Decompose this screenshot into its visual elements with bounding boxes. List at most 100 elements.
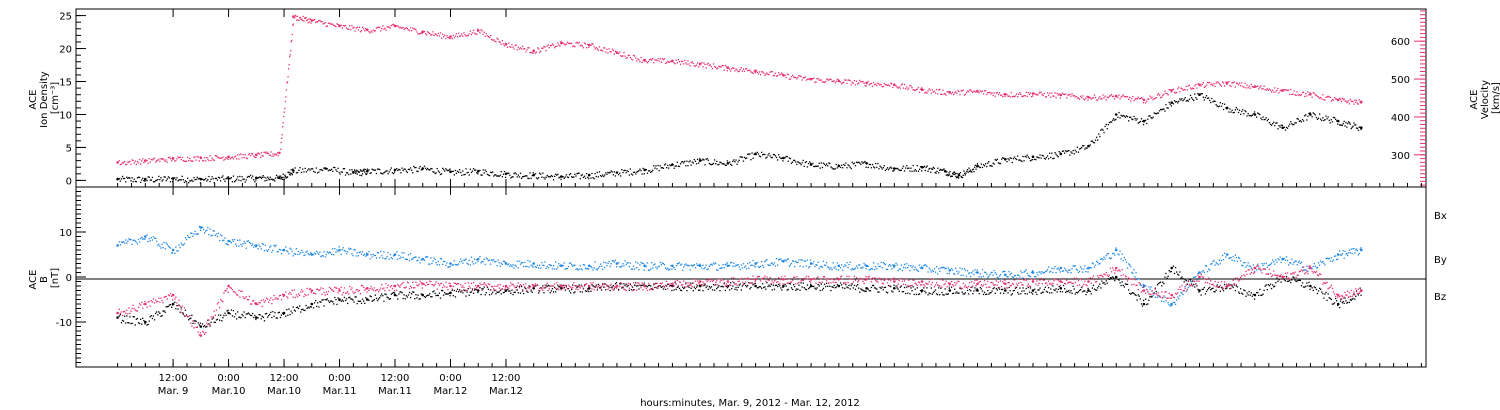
bx-sample [434,292,436,294]
by-sample [627,262,629,264]
by-sample [798,259,800,261]
by-sample [806,259,809,261]
velocity-sample [1241,82,1243,84]
density-sample [765,157,767,159]
velocity-sample [308,18,310,20]
density-sample [360,170,362,172]
by-sample [1208,268,1210,270]
bx-sample [460,291,462,293]
bx-sample [817,283,819,286]
velocity-sample [688,63,690,65]
density-sample [196,176,198,178]
by-sample [140,237,142,240]
density-sample [512,176,514,178]
by-sample [1050,270,1052,272]
bx-sample [1008,286,1010,289]
density-sample [332,170,334,172]
by-sample [1267,264,1269,267]
density-point [809,163,813,166]
density-sample [908,167,910,169]
density-sample [453,174,455,176]
density-sample [826,163,828,165]
bx-sample [614,283,617,285]
velocity-sample [1034,92,1036,95]
bx-sample [143,320,145,322]
density-sample [574,173,576,175]
velocity-sample [119,163,121,166]
bx-sample [743,282,746,285]
by-sample [907,267,909,269]
bx-sample [135,318,137,320]
bx-sample [267,316,269,318]
density-sample [455,172,458,174]
density-sample [844,164,846,167]
bx-sample [472,292,475,294]
density-sample [1243,113,1245,115]
density-sample [280,178,282,180]
by-sample [1013,275,1016,277]
density-sample [690,164,692,166]
velocity-sample [1204,85,1207,88]
bx-sample [723,283,725,285]
density-sample [435,172,437,174]
velocity-sample [693,65,695,67]
bx-sample [539,290,541,292]
density-sample [493,175,495,177]
by-sample [558,263,560,265]
density-sample [539,172,541,174]
by-sample [227,244,229,246]
density-sample [738,159,740,161]
bx-sample [361,298,364,300]
bx-sample [919,290,922,292]
velocity-sample [236,158,238,160]
bx-sample [987,289,989,292]
bx-sample [1186,283,1188,285]
density-sample [454,169,457,172]
by-sample [699,263,701,265]
bz-sample [219,306,221,309]
density-sample [418,167,420,169]
by-sample [1119,250,1121,252]
bx-sample [860,288,862,290]
velocity-sample [543,46,545,48]
bx-sample [983,291,986,293]
velocity-sample [518,48,521,50]
density-sample [611,171,613,173]
by-sample [761,260,763,263]
bx-sample [245,313,247,315]
by-sample [813,261,815,263]
velocity-sample [829,78,831,80]
bx-sample [1120,284,1122,287]
bx-sample [1150,296,1152,298]
bx-sample [1131,292,1133,294]
bz-sample [327,290,330,293]
velocity-sample [930,92,932,94]
velocity-sample [1312,92,1314,94]
bx-sample [1181,276,1183,278]
velocity-sample [1322,94,1324,96]
bx-sample [1306,282,1308,284]
by-sample [1317,262,1320,264]
bx-sample [891,290,893,292]
by-sample [559,265,561,267]
by-sample [1262,264,1264,267]
density-sample [133,178,135,180]
bx-sample [1211,288,1213,290]
bx-point [1309,284,1312,288]
bx-sample [1270,287,1273,290]
bx-sample [640,285,642,287]
bx-sample [404,298,406,300]
by-sample [502,260,505,262]
by-sample [471,261,474,263]
density-point [587,173,591,177]
density-sample [297,171,299,174]
by-sample [465,258,467,260]
density-sample [870,167,873,169]
density-sample [1360,128,1362,131]
bx-sample [1080,289,1082,291]
velocity-sample [701,62,703,64]
density-sample [1080,147,1082,150]
by-sample [386,255,388,258]
velocity-sample [985,90,987,92]
bz-sample [226,287,228,290]
